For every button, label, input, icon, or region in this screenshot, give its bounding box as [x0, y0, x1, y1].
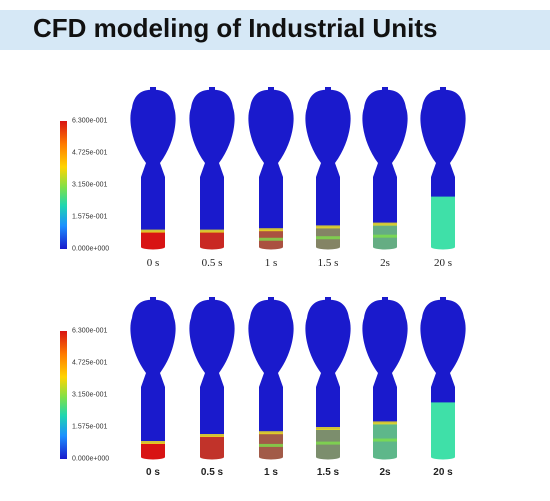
vessel-nozzle [325, 297, 331, 301]
column-base [316, 454, 340, 460]
phase-interface [316, 427, 340, 430]
vessel-frame [248, 297, 294, 460]
colorbar-tick-label: 4.725e-001 [72, 359, 108, 367]
phase-fill [431, 402, 455, 457]
vessel-body [248, 89, 294, 247]
vessel-frame [305, 87, 351, 250]
colorbar-tick-label: 4.725e-001 [72, 149, 108, 157]
vessel-frame [248, 87, 294, 250]
column-base [373, 244, 397, 250]
vessel-nozzle [268, 87, 274, 91]
colorbar [60, 331, 67, 459]
phase-interface [200, 229, 224, 233]
phase-interface [373, 421, 397, 425]
vessel-nozzle [440, 297, 446, 301]
time-label: 0 s [146, 257, 160, 269]
phase-interface [141, 441, 165, 444]
vessel-frame [362, 297, 408, 460]
mixing-streak [316, 236, 340, 240]
vessel-frame [130, 87, 176, 250]
time-label: 1 s [264, 467, 278, 478]
vessel-frame [189, 87, 235, 250]
vessel-nozzle [209, 87, 215, 91]
vessel-frame [305, 297, 351, 460]
colorbar-tick-label: 0.000e+000 [72, 455, 110, 463]
vessel-body [189, 299, 235, 457]
time-label: 20 s [433, 467, 453, 478]
colorbar-tick-label: 6.300e-001 [72, 327, 108, 335]
contour-frames [130, 87, 466, 250]
vessel-nozzle [440, 87, 446, 91]
vessel-body [248, 299, 294, 457]
phase-fill [431, 196, 455, 247]
column-base [259, 454, 283, 460]
column-base [141, 454, 165, 460]
phase-interface [259, 431, 283, 435]
phase-interface [141, 229, 165, 233]
mixing-streak [316, 441, 340, 445]
vessel-frame [130, 297, 176, 460]
vessel-body [362, 89, 408, 247]
phase-fill [200, 436, 224, 457]
time-label: 1.5 s [316, 467, 340, 478]
colorbar-tick-label: 3.150e-001 [72, 181, 108, 189]
column-base [141, 244, 165, 250]
phase-fill [141, 443, 165, 457]
phase-interface [373, 222, 397, 226]
simulation-panel-bottom: 6.300e-001 4.725e-001 3.150e-001 1.575e-001… [0, 295, 550, 495]
time-label: 0.5 s [201, 257, 223, 269]
contour-frames [130, 297, 466, 460]
phase-interface [259, 228, 283, 232]
vessel-frame [362, 87, 408, 250]
vessel-body [305, 299, 351, 457]
vessel-nozzle [382, 87, 388, 91]
column-base [373, 454, 397, 460]
colorbar-tick-label: 0.000e+000 [72, 245, 110, 253]
vessel-nozzle [382, 297, 388, 301]
time-label: 1.5 s [317, 257, 339, 269]
vessel-nozzle [150, 87, 156, 91]
phase-fill [141, 231, 165, 247]
colorbar [60, 121, 67, 249]
vessel-frame [420, 87, 466, 250]
vessel-body [189, 89, 235, 247]
vessel-nozzle [325, 87, 331, 91]
column-base [431, 454, 455, 460]
phase-fill [200, 231, 224, 247]
column-base [316, 244, 340, 250]
time-label: 0 s [146, 467, 160, 478]
simulation-panel-top: 6.300e-001 4.725e-001 3.150e-001 1.575e-001… [0, 85, 550, 285]
time-label: 2s [380, 257, 390, 269]
colorbar-tick-label: 3.150e-001 [72, 391, 108, 399]
vessel-nozzle [268, 297, 274, 301]
time-label: 0.5 s [200, 467, 224, 478]
vessel-body [362, 299, 408, 457]
mixing-streak [373, 234, 397, 238]
time-label: 20 s [433, 257, 453, 269]
mixing-streak [373, 438, 397, 442]
time-label: 1 s [264, 257, 278, 269]
page-title: CFD modeling of Industrial Units [33, 13, 438, 43]
title-bar: CFD modeling of Industrial Units [0, 10, 550, 50]
column-base [200, 454, 224, 460]
vessel-nozzle [150, 297, 156, 301]
column-base [200, 244, 224, 250]
mixing-streak [259, 237, 283, 241]
colorbar-tick-label: 1.575e-001 [72, 213, 108, 221]
mixing-streak [259, 443, 283, 447]
column-base [259, 244, 283, 250]
vessel-frame [420, 297, 466, 460]
phase-interface [316, 225, 340, 229]
colorbar-tick-label: 1.575e-001 [72, 423, 108, 431]
time-label: 2s [379, 467, 391, 478]
phase-interface [200, 434, 224, 437]
vessel-nozzle [209, 297, 215, 301]
colorbar-tick-label: 6.300e-001 [72, 117, 108, 125]
vessel-body [305, 89, 351, 247]
vessel-body [130, 299, 176, 457]
vessel-body [130, 89, 176, 247]
vessel-frame [189, 297, 235, 460]
column-base [431, 244, 455, 250]
